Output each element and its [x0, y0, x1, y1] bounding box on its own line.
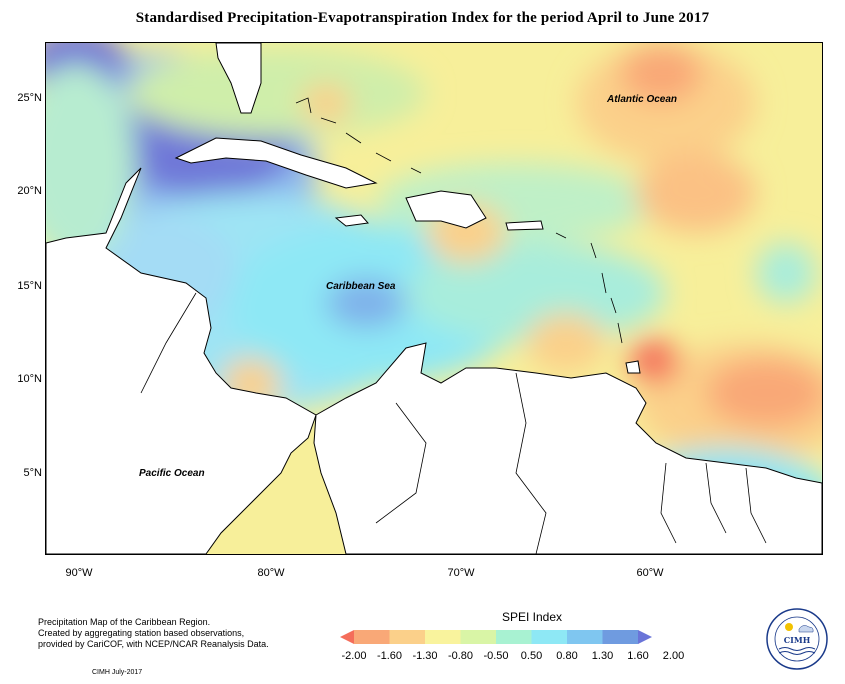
- legend-title: SPEI Index: [501, 610, 563, 624]
- map-title: Standardised Precipitation-Evapotranspir…: [135, 10, 710, 26]
- legend-tick-label: -0.80: [447, 650, 474, 662]
- lat-label: 15°N: [17, 280, 42, 292]
- legend-cell: [354, 630, 390, 644]
- lat-label: 20°N: [17, 185, 42, 197]
- legend-tick-label: -1.60: [376, 650, 403, 662]
- legend-tick-label: 1.30: [591, 650, 614, 662]
- legend-bar: [340, 630, 652, 644]
- map-frame: [45, 42, 823, 555]
- legend-cell: [425, 630, 461, 644]
- legend-tick-label: -0.50: [483, 650, 509, 662]
- lat-label: 25°N: [17, 92, 42, 104]
- note-line: Precipitation Map of the Caribbean Regio…: [38, 617, 211, 627]
- legend-cell: [602, 630, 639, 644]
- legend-tick-label: 0.80: [556, 650, 578, 662]
- atlantic-label: Atlantic Ocean: [607, 94, 678, 105]
- legend-cell: [567, 630, 603, 644]
- pacific-label: Pacific Ocean: [139, 468, 205, 479]
- map-notes: Precipitation Map of the Caribbean Regio…: [38, 617, 278, 650]
- logo-text: CIMH: [784, 635, 811, 645]
- note-line: provided by CariCOF, with NCEP/NCAR Rean…: [38, 639, 269, 649]
- legend-tick-label: -2.00: [341, 650, 367, 662]
- lon-label: 80°W: [257, 567, 285, 579]
- lon-label: 70°W: [447, 567, 475, 579]
- legend-cell: [531, 630, 568, 644]
- legend-cell: [389, 630, 426, 644]
- legend-tick-label: 2.00: [662, 650, 685, 662]
- lat-label: 10°N: [17, 373, 42, 385]
- note-line: Created by aggregating station based obs…: [38, 628, 245, 638]
- legend-tick-label: 1.60: [627, 650, 649, 662]
- borders-layer: [140, 97, 767, 554]
- lon-label: 90°W: [65, 567, 93, 579]
- land-layer: [46, 43, 822, 554]
- credit-text: CIMH July-2017: [92, 669, 143, 676]
- spei-map: [46, 43, 822, 554]
- caribbean-label: Caribbean Sea: [326, 281, 396, 292]
- cimh-logo: CIMH: [766, 608, 828, 670]
- legend-cell: [460, 630, 497, 644]
- legend-tick-label: 0.50: [520, 650, 543, 662]
- legend-arrow-low: [340, 630, 354, 644]
- lon-label: 60°W: [636, 567, 664, 579]
- lat-label: 5°N: [23, 467, 42, 479]
- legend-arrow-high: [638, 630, 652, 644]
- legend-tick-label: -1.30: [412, 650, 438, 662]
- legend-cell: [496, 630, 532, 644]
